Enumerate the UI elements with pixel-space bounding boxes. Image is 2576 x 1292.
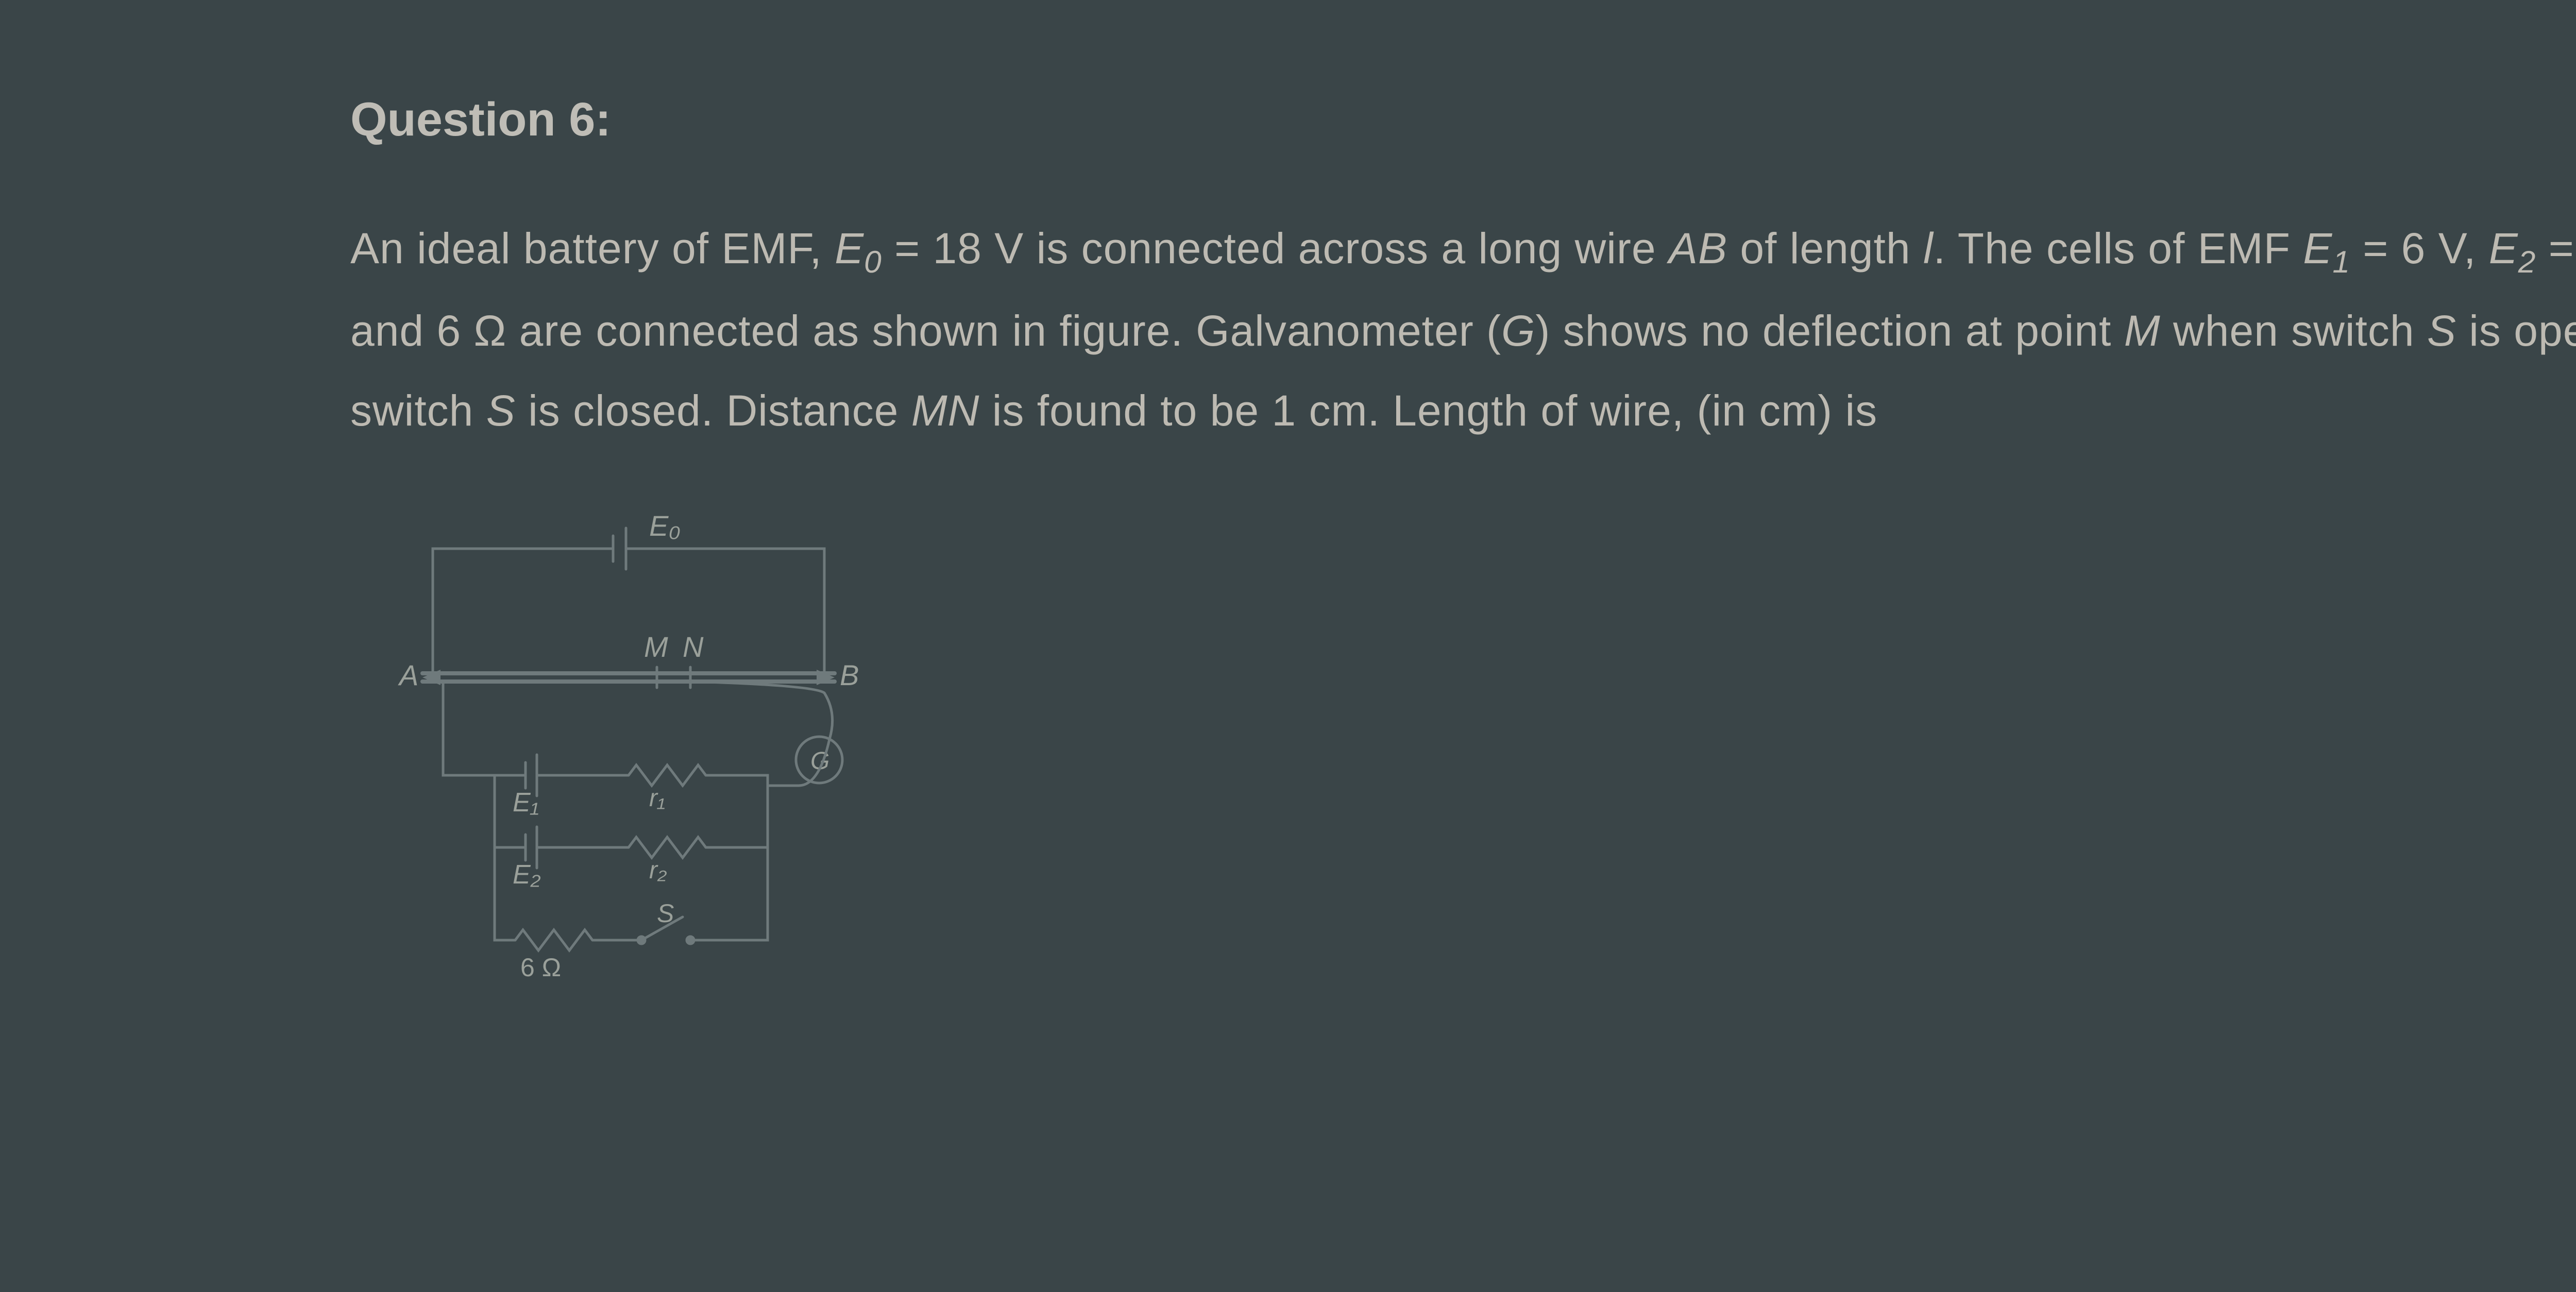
body-text: when switch — [2161, 307, 2427, 355]
svg-text:6 Ω: 6 Ω — [520, 953, 561, 982]
circuit-figure: E₀ A B M N — [371, 507, 896, 1023]
body-text: = 6 V, — [2350, 224, 2489, 273]
var-MN: MN — [911, 386, 980, 435]
svg-text:S: S — [657, 899, 674, 928]
var-l: l — [1923, 224, 1934, 273]
question-body: An ideal battery of EMF, E0 = 18 V is co… — [350, 209, 2576, 451]
var-G: G — [1501, 307, 1535, 355]
var-E2: E2 — [2489, 224, 2536, 273]
svg-text:E₀: E₀ — [649, 509, 681, 542]
svg-text:E₁: E₁ — [513, 788, 539, 818]
svg-text:A: A — [398, 659, 418, 691]
var-E0: E0 — [835, 224, 882, 273]
var-E1: E1 — [2303, 224, 2350, 273]
var-M: M — [2124, 307, 2161, 355]
var-AB: AB — [1669, 224, 1727, 273]
body-text: . The cells of EMF — [1934, 224, 2303, 273]
var-S: S — [2427, 307, 2456, 355]
body-text: is closed. Distance — [516, 386, 911, 435]
circuit-svg: E₀ A B M N — [371, 507, 896, 1023]
svg-text:N: N — [683, 631, 704, 663]
body-text: is found to be 1 cm. Length of wire, (in… — [979, 386, 1877, 435]
body-text: ) shows no deflection at point — [1535, 307, 2124, 355]
svg-text:r₁: r₁ — [649, 785, 665, 812]
svg-text:B: B — [840, 659, 859, 691]
var-S2: S — [486, 386, 516, 435]
body-text: = 18 V is connected across a long wire — [882, 224, 1669, 273]
svg-text:r₂: r₂ — [649, 857, 667, 884]
body-text: is opened and no deflection at point — [2456, 307, 2576, 355]
body-text: An ideal battery of EMF, — [350, 224, 835, 273]
svg-text:E₂: E₂ — [513, 860, 541, 890]
svg-text:M: M — [644, 631, 668, 663]
question-title: Question 6: — [350, 93, 2576, 147]
question-container: Question 6: An ideal battery of EMF, E0 … — [0, 0, 2576, 1023]
body-text: of length — [1727, 224, 1923, 273]
